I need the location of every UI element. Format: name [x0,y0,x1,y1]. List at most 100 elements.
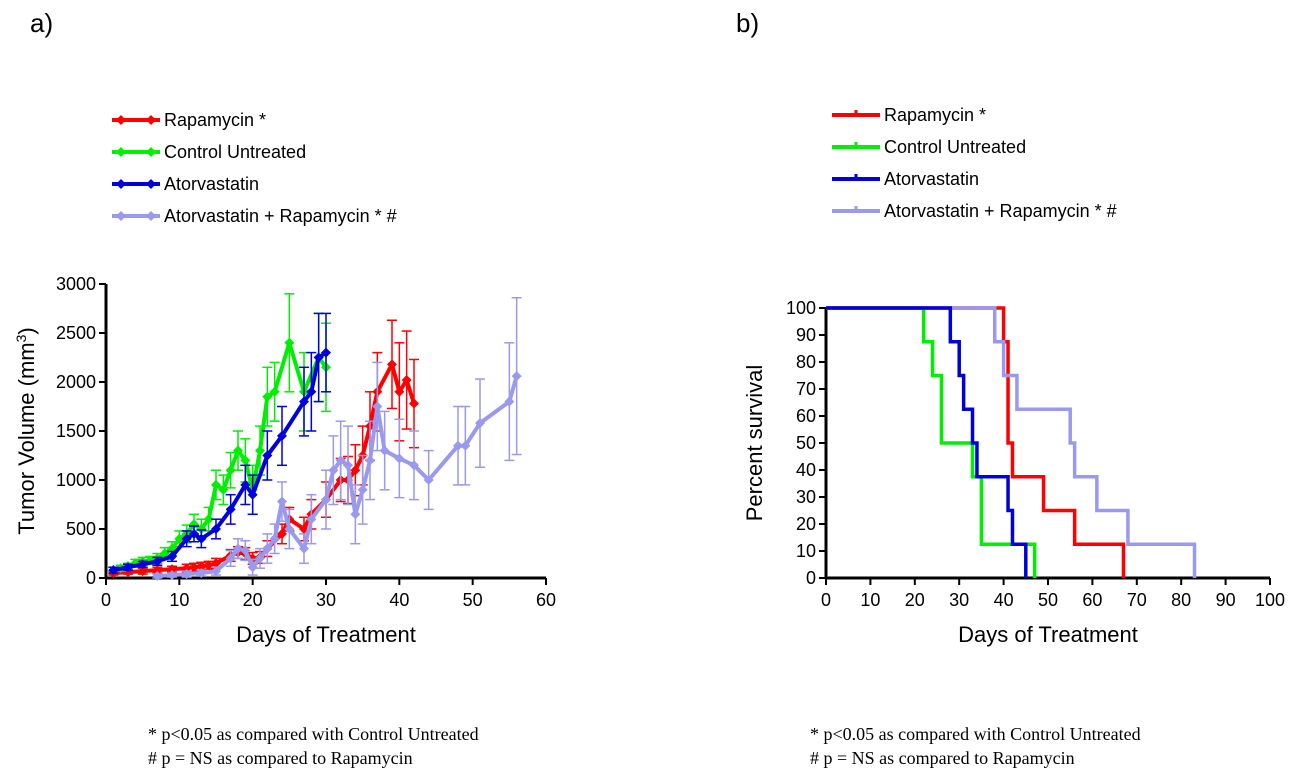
data-point [108,565,119,576]
legend-label-rapamycin: Rapamycin * [164,109,267,130]
survival-step-line [826,306,1028,578]
data-point [255,553,265,564]
data-point [453,440,463,451]
data-point [181,533,192,544]
data-point [240,455,251,466]
data-point [240,479,251,490]
data-point [196,533,207,544]
footnote-b-line1: * p<0.05 as compared with Control Untrea… [810,724,1141,744]
chart-b-x-tick-label: 30 [949,590,969,610]
legend-marker [116,179,126,189]
data-point [372,401,383,412]
chart-a-y-tick-label: 3000 [56,274,96,294]
chart-a-y-tick-label: 0 [86,568,96,588]
data-point [475,418,485,429]
legend-marker [116,147,126,157]
data-point [262,543,273,554]
data-point [137,566,148,577]
legend-label-control: Control Untreated [164,141,307,162]
data-point [313,352,324,363]
chart-b-x-tick-label: 70 [1127,590,1147,610]
data-point [299,396,309,407]
chart-a-axes: 0 10 20 30 40 50 60 0 500 1000 1500 2000 2500 3000 Day… [13,274,556,647]
data-point [277,496,287,507]
chart-a-x-tick-label: 10 [169,590,189,610]
chart-b-y-tick-label: 20 [796,514,816,534]
data-point [225,504,236,515]
data-point [203,514,214,525]
panel-label-a: a) [30,8,54,38]
legend-item-rapamycin: Rapamycin * [112,104,397,136]
data-point [211,566,221,577]
data-point [255,445,265,456]
data-point [277,430,287,441]
data-point [401,375,412,386]
data-point [225,465,236,476]
chart-a-series-3 [152,296,522,582]
chart-a-y-tick-label: 500 [66,519,96,539]
data-point [409,460,419,471]
data-point [167,551,177,562]
chart-b-series-1 [826,306,1037,579]
panel-label-b: b) [736,8,760,38]
data-point [277,528,287,539]
data-point [511,371,522,382]
data-point [262,391,273,402]
data-point [379,445,390,456]
data-point [152,571,163,582]
chart-b-y-tick-label: 30 [796,487,816,507]
chart-a-y-tick-label: 2500 [56,323,96,343]
chart-b-x-tick-label: 0 [821,590,831,610]
chart-b-x-tick-label: 60 [1082,590,1102,610]
data-point [196,561,207,572]
legend-label-control: Control Untreated [884,136,1027,157]
data-point [284,337,295,348]
legend-label-atorvastatin: Atorvastatin [164,173,260,194]
chart-a-series-2 [108,312,331,576]
chart-b-y-tick-label: 70 [796,379,816,399]
chart-b-y-tick-label: 40 [796,460,816,480]
data-point [306,386,317,397]
chart-a-x-tick-label: 60 [536,590,556,610]
data-point [181,569,192,580]
chart-b-x-tick-label: 80 [1171,590,1191,610]
chart-b-y-tick-label: 100 [786,298,816,318]
data-point [247,562,258,573]
data-point [460,440,471,451]
data-point [350,509,361,520]
legend-swatch-combo [832,206,880,213]
survival-step-line [826,306,1197,578]
data-point [269,533,280,544]
chart-b-series-2 [826,306,1028,579]
data-point [233,543,243,554]
data-point [218,484,229,495]
chart-a-x-tick-label: 50 [463,590,483,610]
chart-b-y-tick-label: 50 [796,433,816,453]
data-point [321,347,331,358]
legend-swatch-atorvastatin [832,174,880,181]
data-point [394,453,405,464]
legend-swatch-control [832,142,880,149]
legend-item-control: Control Untreated [112,136,397,168]
legend-label-atorvastatin: Atorvastatin [884,168,980,189]
legend-swatch-combo [112,211,160,221]
footnote-b: * p<0.05 as compared with Control Untrea… [810,722,1141,770]
chart-b-series-3 [826,306,1197,579]
chart-a-y-tick-label: 2000 [56,372,96,392]
data-point [365,455,375,466]
chart-a-x-tick-label: 40 [389,590,409,610]
data-point [174,533,185,544]
data-point [504,396,515,407]
footnote-a: * p<0.05 as compared with Control Untrea… [148,722,479,770]
chart-a-y-tick-label: 1000 [56,470,96,490]
chart-b-x-tick-label: 10 [860,590,880,610]
data-point [211,524,221,534]
chart-a-x-tick-label: 20 [243,590,263,610]
chart-b-x-tick-label: 40 [994,590,1014,610]
data-point [387,359,397,370]
legend-marker [116,211,126,221]
data-point [409,398,419,409]
chart-a-series-1 [108,293,331,576]
legend-marker [146,147,156,157]
legend-label-combo: Atorvastatin + Rapamycin * # [884,200,1117,221]
